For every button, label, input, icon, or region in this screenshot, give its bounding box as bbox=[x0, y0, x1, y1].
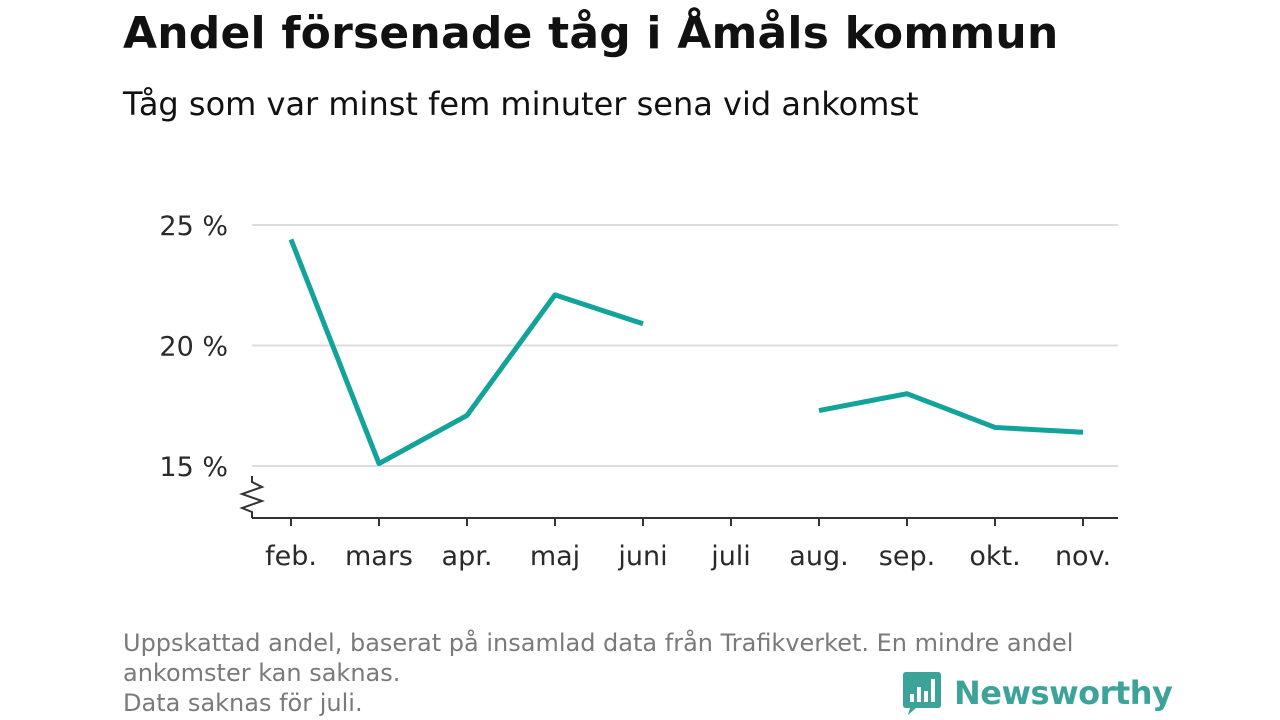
x-tick-label: feb. bbox=[265, 541, 317, 572]
footnote-line: Data saknas för juli. bbox=[123, 689, 363, 717]
x-tick-label: mars bbox=[345, 541, 413, 572]
x-tick-label: okt. bbox=[969, 541, 1020, 572]
y-tick-label: 25 % bbox=[159, 211, 228, 242]
x-tick-label: maj bbox=[530, 541, 580, 572]
tick-labels: 15 % 20 % 25 % feb. mars apr. maj juni juli aug. s… bbox=[159, 211, 1111, 572]
footnote-line: Uppskattad andel, baserat på insamlad da… bbox=[123, 629, 1074, 657]
x-tick-label: sep. bbox=[879, 541, 935, 572]
x-tick-label: aug. bbox=[789, 541, 848, 572]
series-line bbox=[818, 391, 1084, 435]
chart-subtitle: Tåg som var minst fem minuter sena vid a… bbox=[123, 85, 919, 123]
y-tick-label: 20 % bbox=[159, 332, 228, 363]
x-tick-label: juni bbox=[617, 541, 667, 572]
y-tick-label: 15 % bbox=[159, 452, 228, 483]
axes bbox=[238, 476, 1118, 526]
gridlines bbox=[252, 224, 1118, 467]
logo-text: Newsworthy bbox=[954, 674, 1173, 712]
series-line bbox=[288, 238, 644, 467]
data-series bbox=[288, 238, 1084, 467]
bar-chart-speech-bubble-icon bbox=[903, 672, 941, 715]
newsworthy-logo: Newsworthy bbox=[902, 670, 1173, 716]
axis-break-icon bbox=[238, 476, 266, 518]
x-tick-label: juli bbox=[710, 541, 751, 572]
chart-title: Andel försenade tåg i Åmåls kommun bbox=[123, 8, 1059, 59]
x-tick-label: apr. bbox=[442, 541, 493, 572]
x-tick-label: nov. bbox=[1055, 541, 1111, 572]
footnote-line: ankomster kan saknas. bbox=[123, 659, 401, 687]
line-chart: 15 % 20 % 25 % feb. mars apr. maj juni juli aug. s… bbox=[159, 211, 1118, 572]
footnote: Uppskattad andel, baserat på insamlad da… bbox=[123, 628, 1153, 718]
